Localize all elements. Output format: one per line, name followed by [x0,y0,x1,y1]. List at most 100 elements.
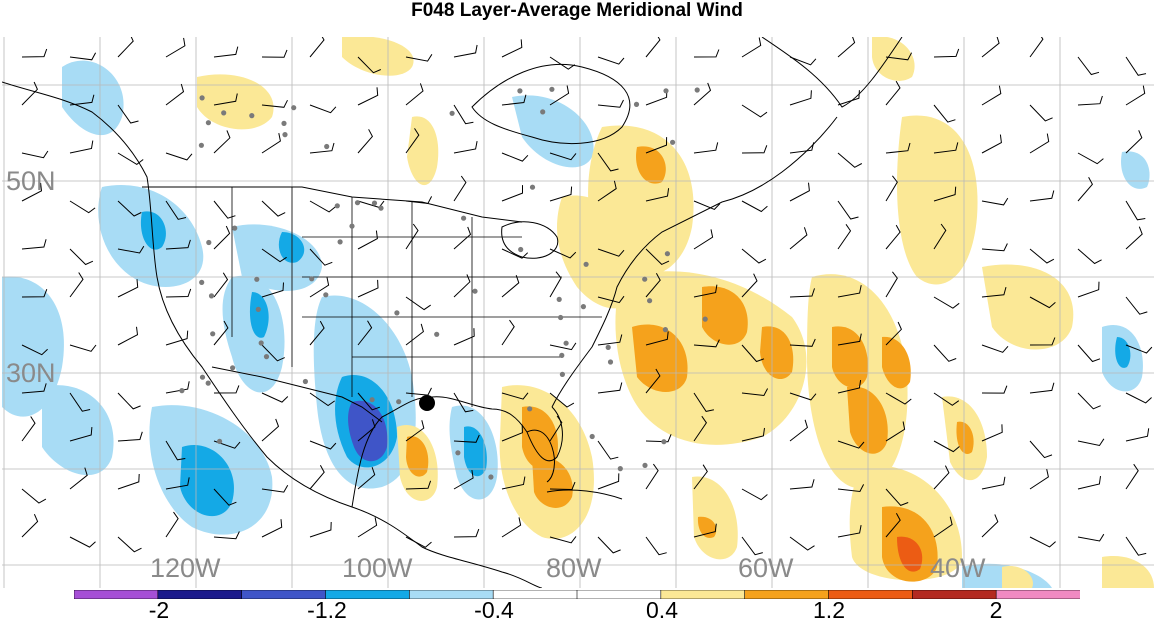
wind-barb [933,440,960,453]
wind-barb [549,56,576,70]
wind-barb [1125,428,1150,442]
observation-dot [559,371,566,377]
wind-barb [597,248,625,257]
wind-barb [549,481,576,491]
wind-barb [405,128,420,154]
wind-barb [1077,476,1101,490]
wind-barb [741,104,768,118]
colorbar-label: 2 [989,597,1003,623]
positive-anomaly [342,37,414,76]
observation-dot [663,88,669,94]
wind-barb [693,392,715,412]
observation-sites [179,86,708,480]
wind-barb [933,344,957,362]
wind-barb [549,248,577,259]
colorbar-label: 1.2 [813,597,845,623]
wind-barb [69,248,94,266]
colorbar-swatch [74,590,159,599]
wind-barb [357,230,378,250]
us-canada-border [142,186,523,223]
positive-anomaly [407,116,439,186]
wind-barb [357,517,378,538]
wind-barb [21,182,43,202]
observation-dot [281,120,287,126]
observation-dot [302,378,308,385]
wind-barb [981,344,1009,353]
wind-barb [789,419,808,442]
lat-label-30n: 30N [6,358,56,388]
wind-barb [1125,392,1152,404]
wind-barb [645,331,669,346]
wind-barb [501,392,529,400]
observation-dot [394,310,400,316]
wind-barb [213,531,240,540]
wind-barb [21,513,39,538]
lon-label-100w: 100W [342,553,413,583]
greenland-coast [761,37,903,108]
wind-barb [501,517,522,538]
wind-barb [1077,56,1100,76]
wind-barb [837,90,860,106]
observation-dot [282,132,288,138]
wind-barb [117,431,143,442]
wind-barb [741,200,768,213]
wind-barb [501,476,526,490]
observation-dot [455,450,461,456]
wind-barb [69,536,96,548]
wind-barb [693,284,718,298]
wind-barb [21,344,48,356]
wind-barb [213,225,231,250]
wind-barb [1029,296,1056,309]
observation-dot [258,340,264,346]
colorbar-label: -2 [148,597,170,623]
wind-barb [885,224,901,250]
wind-barb [1077,533,1105,542]
wind-barb [165,152,193,161]
lon-label-120w: 120W [150,553,221,583]
observation-dot [205,380,211,386]
observation-dot [563,340,569,346]
meridional-wind-map [2,37,1154,588]
wind-barb [645,248,670,265]
wind-barb [213,93,238,106]
wind-barb [981,286,1007,298]
observation-dot [337,239,343,245]
wind-barb [405,323,424,346]
observation-dot [558,314,564,321]
positive-anomaly [760,326,794,380]
wind-barb [693,82,712,106]
wind-barb [981,243,1008,252]
observation-dot [702,316,708,322]
wind-barb [501,185,523,202]
wind-barb [789,392,817,401]
wind-barb [357,129,374,154]
wind-barb [1029,337,1056,346]
wind-barb [885,321,902,346]
wind-barb [1029,104,1053,122]
wind-barb [837,484,865,493]
wind-barb [885,175,898,202]
negative-anomaly [1121,151,1150,189]
observation-dot [232,225,238,231]
wind-barb [117,245,145,254]
observation-dot [662,327,669,333]
wind-barb [885,488,909,506]
observation-dot [205,120,211,126]
negative-anomaly [348,400,388,462]
wind-barb [405,480,432,490]
wind-barb [165,239,191,250]
wind-barb [165,511,179,538]
positive-anomaly [406,436,429,477]
observation-dot [664,251,671,257]
wind-barb [789,338,816,347]
wind-barb [453,104,474,125]
lat-label-50n: 50N [6,166,56,196]
graticule [2,37,1154,588]
lon-label-40w: 40W [930,553,986,583]
wind-barb [69,392,91,412]
observation-dot [633,101,640,107]
wind-barb [405,296,431,311]
wind-barb [501,275,520,298]
observation-dot [549,86,555,92]
wind-barb [69,140,94,154]
